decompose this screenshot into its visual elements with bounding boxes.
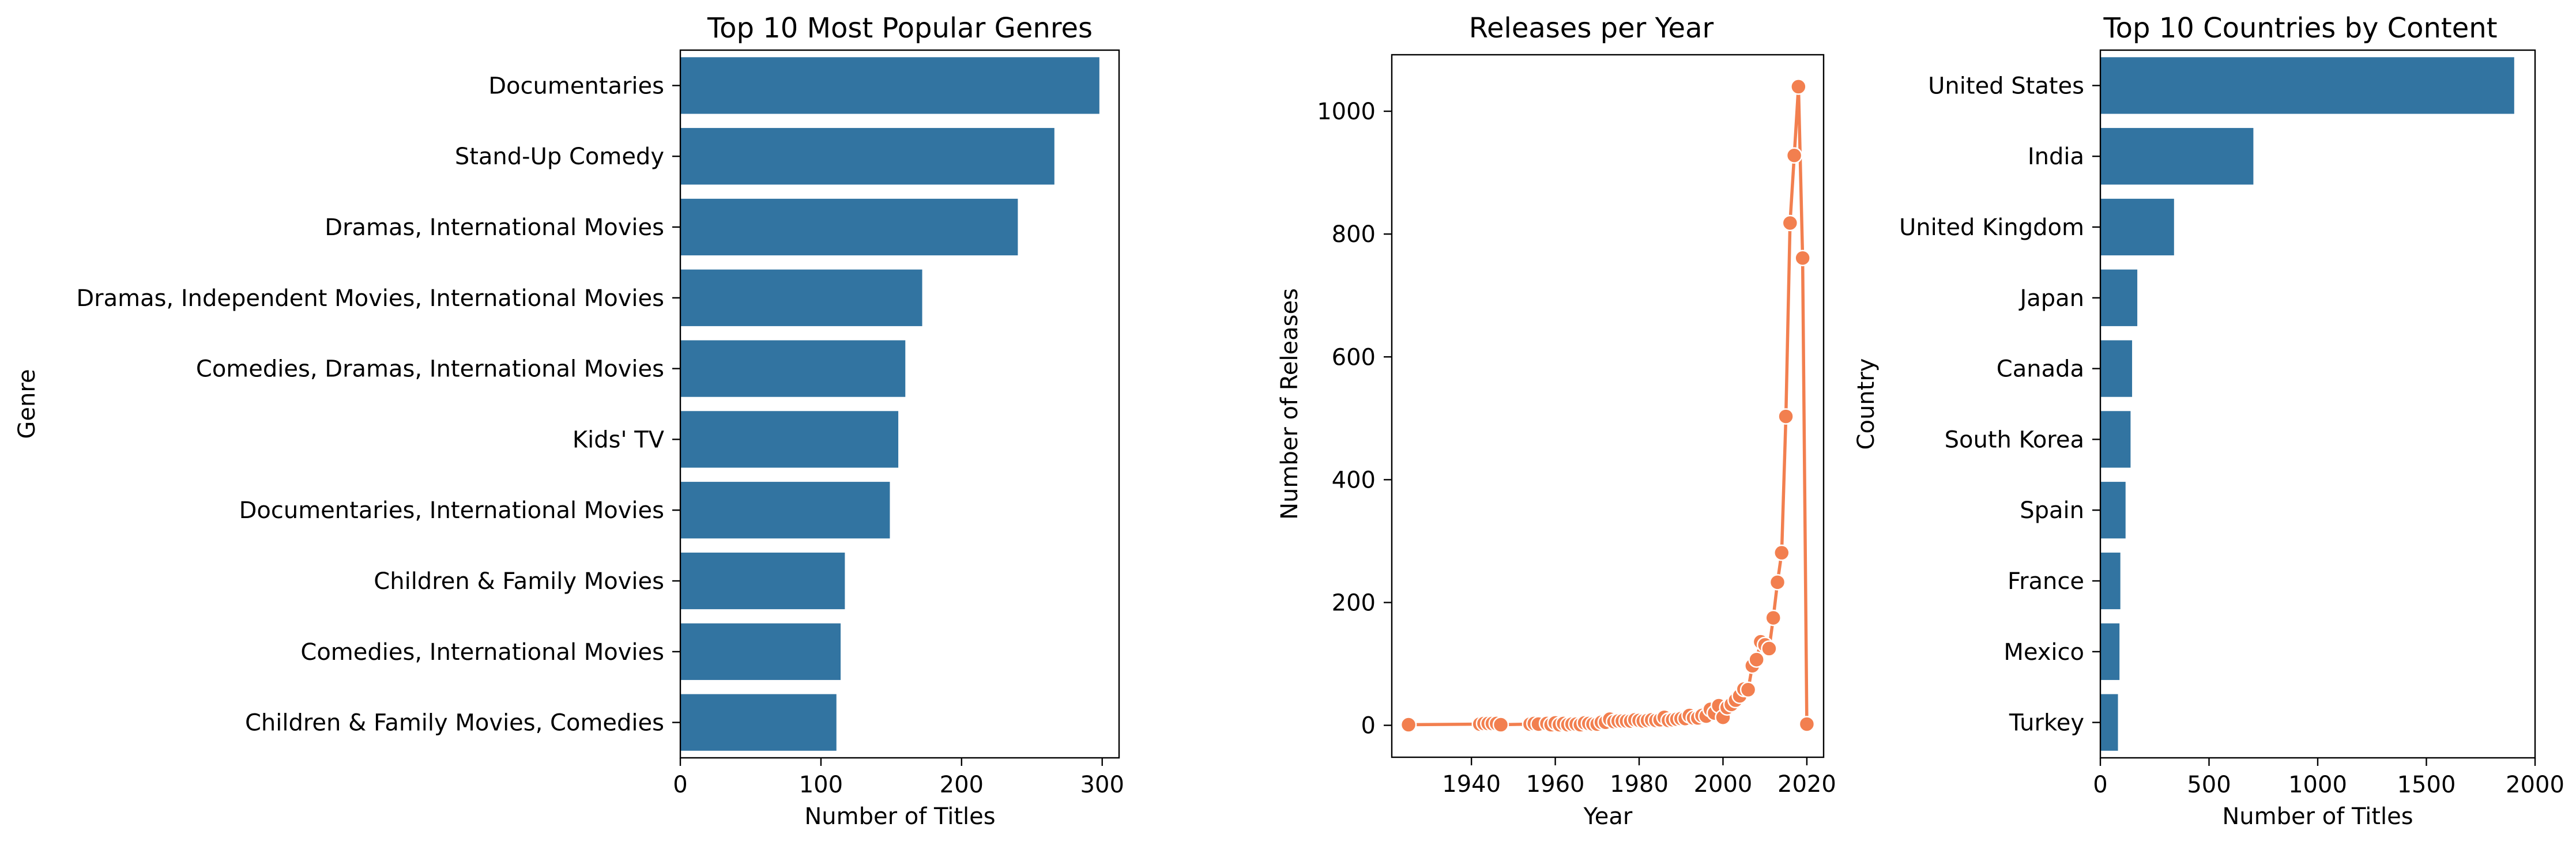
x-tick-label: 200 xyxy=(940,772,984,798)
y-axis-label: Genre xyxy=(14,369,40,439)
chart-title: Top 10 Countries by Content xyxy=(2103,12,2497,44)
bar xyxy=(680,552,845,610)
countries-chart: Top 10 Countries by Content United State… xyxy=(1853,12,2564,830)
y-axis-label: Number of Releases xyxy=(1276,288,1303,520)
bar xyxy=(680,482,890,539)
bar xyxy=(2100,552,2121,610)
y-tick-label: 0 xyxy=(1361,713,1376,739)
bar xyxy=(2100,482,2126,539)
data-point xyxy=(1798,716,1816,732)
data-point xyxy=(1739,681,1757,698)
data-point xyxy=(1777,408,1794,425)
y-tick-label: Documentaries xyxy=(488,73,664,99)
bar xyxy=(680,694,837,751)
y-tick-label: Dramas, Independent Movies, Internationa… xyxy=(76,285,664,312)
y-tick-label: Mexico xyxy=(2003,639,2084,666)
x-tick-label: 2000 xyxy=(1694,771,1753,798)
data-point xyxy=(1748,651,1765,668)
x-tick-label: 1940 xyxy=(1442,771,1501,798)
data-point xyxy=(1786,147,1803,164)
y-tick-label: Comedies, International Movies xyxy=(300,639,664,666)
y-tick-label: South Korea xyxy=(1945,426,2084,453)
y-tick-label: United Kingdom xyxy=(1899,214,2084,241)
y-tick-label: Documentaries, International Movies xyxy=(239,497,664,524)
genre-tick-labels: Documentaries Stand-Up Comedy Dramas, Inte… xyxy=(76,73,680,737)
data-point xyxy=(1492,716,1509,733)
bar xyxy=(680,411,899,468)
data-point xyxy=(1773,544,1790,561)
y-tick-label: 200 xyxy=(1332,590,1376,616)
bar xyxy=(680,623,841,680)
y-tick-label: Comedies, Dramas, International Movies xyxy=(196,356,664,383)
data-point xyxy=(1400,716,1417,733)
bar xyxy=(680,128,1054,185)
data-point xyxy=(1782,214,1799,232)
y-tick-label: India xyxy=(2028,143,2084,170)
y-tick-label: Dramas, International Movies xyxy=(325,214,664,241)
country-tick-labels: United States India United Kingdom Japan Can… xyxy=(1899,73,2100,737)
data-point xyxy=(1794,250,1811,266)
y-tick-label: Turkey xyxy=(2009,710,2084,737)
plot-frame xyxy=(679,49,1120,759)
bar xyxy=(680,269,922,326)
x-tick-label: 300 xyxy=(1080,772,1124,798)
x-tick-label: 100 xyxy=(799,772,843,798)
y-tick-label: 600 xyxy=(1332,344,1376,371)
x-axis-label: Number of Titles xyxy=(2222,803,2413,830)
x-tick-label: 2020 xyxy=(1777,771,1836,798)
data-point xyxy=(1761,640,1777,657)
bar xyxy=(2100,128,2254,185)
y-tick-label: Children & Family Movies, Comedies xyxy=(245,710,664,737)
x-axis-ticks: 0 100 200 300 xyxy=(673,758,1124,798)
x-tick-label: 1980 xyxy=(1610,771,1669,798)
x-axis-label: Number of Titles xyxy=(804,803,995,830)
y-tick-label: United States xyxy=(1928,73,2084,99)
x-axis-label: Year xyxy=(1583,803,1633,830)
chart-title: Top 10 Most Popular Genres xyxy=(707,12,1093,44)
y-tick-label: Japan xyxy=(2018,285,2084,312)
country-bars xyxy=(2100,57,2514,751)
data-point xyxy=(1769,574,1786,591)
x-tick-label: 1960 xyxy=(1526,771,1585,798)
bar xyxy=(2100,198,2174,256)
y-tick-label: 1000 xyxy=(1317,99,1376,125)
y-tick-label: Spain xyxy=(2020,497,2084,524)
bar xyxy=(680,340,906,397)
releases-chart: Releases per Year 0 200 400 600 800 1000 1940… xyxy=(1276,12,1836,830)
x-tick-label: 2000 xyxy=(2506,772,2564,798)
bar xyxy=(2100,57,2514,114)
y-axis-label: Country xyxy=(1853,358,1880,450)
x-axis-ticks: 1940 1960 1980 2000 2020 xyxy=(1442,757,1836,798)
x-tick-label: 1500 xyxy=(2397,772,2456,798)
y-tick-label: Kids' TV xyxy=(573,426,665,453)
plot-frame xyxy=(1391,54,1825,758)
data-point xyxy=(1790,78,1807,95)
y-axis-ticks: 0 200 400 600 800 1000 xyxy=(1317,99,1392,739)
x-tick-label: 1000 xyxy=(2288,772,2347,798)
y-tick-label: 800 xyxy=(1332,221,1376,248)
y-tick-label: Children & Family Movies xyxy=(374,568,664,595)
bar xyxy=(2100,623,2120,680)
bar xyxy=(680,57,1099,114)
chart-title: Releases per Year xyxy=(1469,12,1714,44)
bar xyxy=(2100,411,2131,468)
y-tick-label: Stand-Up Comedy xyxy=(455,143,664,170)
bar xyxy=(680,198,1018,256)
x-tick-label: 0 xyxy=(2093,772,2107,798)
data-point xyxy=(1765,609,1782,626)
genres-chart: Top 10 Most Popular Genres Documentaries… xyxy=(14,12,1124,830)
bar xyxy=(2100,694,2118,751)
series-line xyxy=(1408,85,1809,727)
y-tick-label: 400 xyxy=(1332,467,1376,493)
x-tick-label: 500 xyxy=(2187,772,2231,798)
genre-bars xyxy=(680,57,1099,751)
x-axis-ticks: 0 500 1000 1500 2000 xyxy=(2093,758,2564,798)
bar xyxy=(2100,269,2138,326)
releases-line xyxy=(1400,78,1816,733)
x-tick-label: 0 xyxy=(673,772,687,798)
y-tick-label: France xyxy=(2008,568,2084,595)
y-tick-label: Canada xyxy=(1997,356,2084,383)
bar xyxy=(2100,340,2133,397)
